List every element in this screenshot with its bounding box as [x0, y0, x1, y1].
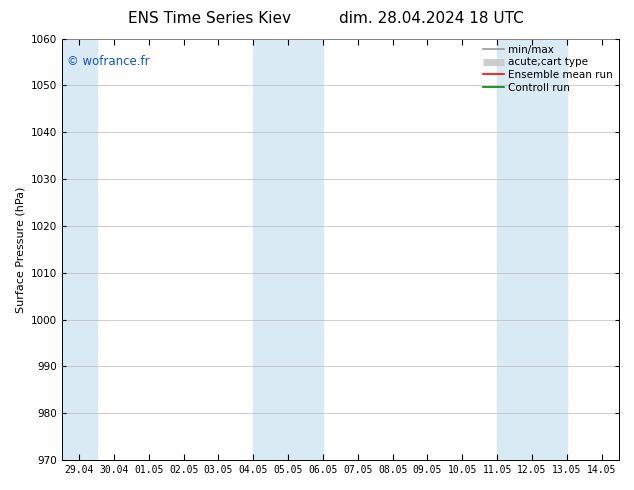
Bar	[253, 39, 323, 460]
Bar	[61, 39, 96, 460]
Text: dim. 28.04.2024 18 UTC: dim. 28.04.2024 18 UTC	[339, 11, 524, 26]
Legend: min/max, acute;cart type, Ensemble mean run, Controll run: min/max, acute;cart type, Ensemble mean …	[480, 42, 616, 96]
Text: ENS Time Series Kiev: ENS Time Series Kiev	[127, 11, 291, 26]
Y-axis label: Surface Pressure (hPa): Surface Pressure (hPa)	[15, 186, 25, 313]
Text: © wofrance.fr: © wofrance.fr	[67, 55, 150, 69]
Bar	[497, 39, 567, 460]
